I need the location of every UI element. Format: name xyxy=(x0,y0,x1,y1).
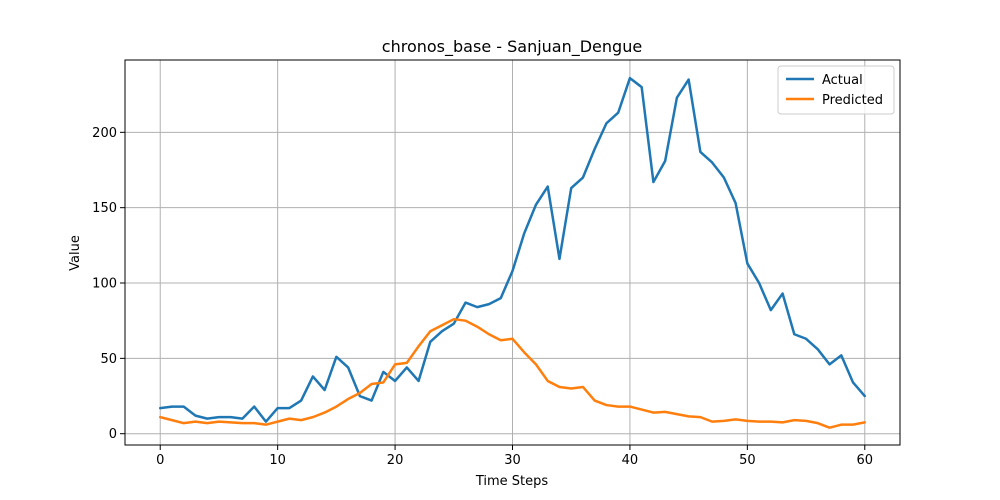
x-tick-label: 10 xyxy=(269,453,286,468)
y-tick-label: 100 xyxy=(92,277,117,292)
y-tick-label: 150 xyxy=(92,201,117,216)
grid-layer xyxy=(125,60,900,445)
x-axis-label: Time Steps xyxy=(475,474,549,489)
series-line-actual xyxy=(158,76,867,423)
x-tick-label: 0 xyxy=(156,453,164,468)
series-line-predicted xyxy=(158,317,867,429)
x-tick-label: 20 xyxy=(387,453,404,468)
chart-title: chronos_base - Sanjuan_Dengue xyxy=(382,37,642,57)
legend-label-actual: Actual xyxy=(822,73,863,88)
x-tick-label: 40 xyxy=(622,453,639,468)
x-tick-label: 50 xyxy=(739,453,756,468)
legend: Actual Predicted xyxy=(777,65,895,115)
y-axis-label: Value xyxy=(68,235,83,271)
axes-layer: 0 10 20 30 40 50 60 0 50 100 150 200 xyxy=(92,59,901,468)
x-tick-label: 30 xyxy=(504,453,521,468)
y-tick-label: 50 xyxy=(100,352,117,367)
legend-label-predicted: Predicted xyxy=(822,93,883,108)
y-tick-label: 0 xyxy=(109,427,117,442)
x-tick-label: 60 xyxy=(856,453,873,468)
y-tick-label: 200 xyxy=(92,126,117,141)
series-layer xyxy=(158,76,867,429)
